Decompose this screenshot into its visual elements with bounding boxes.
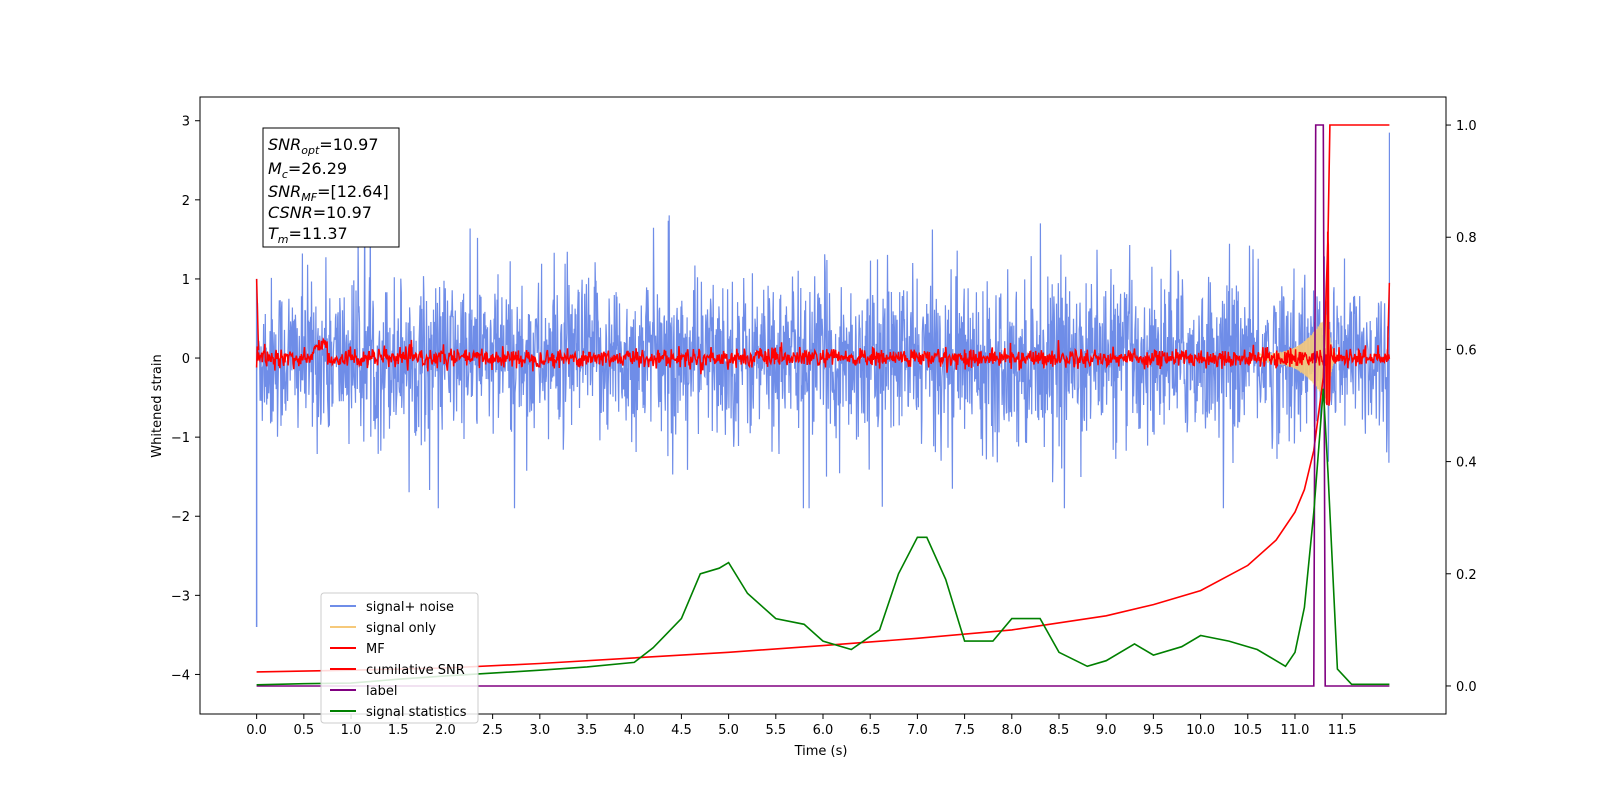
series-signal-statistics <box>256 388 1390 686</box>
x-tick-label: 11.0 <box>1280 723 1309 738</box>
x-tick-label: 1.0 <box>341 723 362 738</box>
annot-csnr: CSNR=10.97 <box>268 203 372 222</box>
legend-label: signal statistics <box>366 705 467 720</box>
x-tick-label: 4.5 <box>671 723 692 738</box>
legend: signal+ noise signal only MF cumilative SNR… <box>320 592 479 724</box>
y-tick-label: −1 <box>171 431 190 446</box>
y-tick-label: −2 <box>171 510 190 525</box>
x-tick-label: 10.0 <box>1186 723 1215 738</box>
y-tick-label: 0 <box>182 352 190 367</box>
x-tick-label: 0.5 <box>293 723 314 738</box>
series-mf <box>255 231 1391 406</box>
annot-mc: Mc=26.29 <box>268 159 347 181</box>
legend-label: MF <box>366 642 385 657</box>
series-cumilative-snr <box>256 124 1390 673</box>
y-tick-label: −3 <box>171 589 190 604</box>
annot-snr-opt: SNRopt=10.97 <box>268 135 379 157</box>
series-label <box>256 124 1390 687</box>
series-mf-edge <box>255 278 260 351</box>
x-tick-label: 2.0 <box>435 723 456 738</box>
y-axis-right: 1.0 0.8 0.6 0.4 0.2 0.0 <box>1446 119 1477 695</box>
x-axis: 0.0 0.5 1.0 1.5 2.0 2.5 3.0 3.5 4.0 4.5 5.0 5.5 6.0 6… <box>246 714 1357 738</box>
x-tick-label: 5.0 <box>718 723 739 738</box>
x-tick-label: 3.0 <box>529 723 550 738</box>
x-tick-label: 1.5 <box>388 723 409 738</box>
x-tick-label: 4.0 <box>624 723 645 738</box>
x-tick-label: 3.5 <box>577 723 598 738</box>
series-mf-end <box>1386 282 1391 359</box>
x-tick-label: 8.5 <box>1049 723 1070 738</box>
y-axis-label: Whitened strain <box>150 354 165 457</box>
y-tick-label: 2 <box>182 194 190 209</box>
x-tick-label: 11.5 <box>1328 723 1357 738</box>
y2-tick-label: 0.8 <box>1456 231 1477 246</box>
y2-tick-label: 0.4 <box>1456 456 1477 471</box>
stats-annotation-box: SNRopt=10.97 Mc=26.29 SNRMF=[12.64] CSNR… <box>262 127 400 248</box>
series-signal-noise <box>256 132 1390 509</box>
legend-label: label <box>366 684 397 699</box>
x-axis-label: Time (s) <box>794 744 848 759</box>
x-tick-label: 2.5 <box>482 723 503 738</box>
plot-series <box>255 124 1391 687</box>
y-tick-label: 3 <box>182 115 190 130</box>
x-tick-label: 7.5 <box>954 723 975 738</box>
annot-tm: Tm=11.37 <box>268 224 348 246</box>
y2-tick-label: 0.2 <box>1456 568 1477 583</box>
x-tick-label: 5.5 <box>765 723 786 738</box>
x-tick-label: 6.5 <box>860 723 881 738</box>
legend-label: signal only <box>366 621 436 636</box>
y-tick-label: −4 <box>171 668 190 683</box>
y2-tick-label: 0.6 <box>1456 343 1477 358</box>
legend-label: cumilative SNR <box>366 663 465 678</box>
x-tick-label: 6.0 <box>813 723 834 738</box>
annot-snr-mf: SNRMF=[12.64] <box>268 182 389 204</box>
x-tick-label: 7.0 <box>907 723 928 738</box>
y2-tick-label: 0.0 <box>1456 680 1477 695</box>
y2-tick-label: 1.0 <box>1456 119 1477 134</box>
x-tick-label: 0.0 <box>246 723 267 738</box>
x-tick-label: 8.0 <box>1001 723 1022 738</box>
y-tick-label: 1 <box>182 273 190 288</box>
legend-label: signal+ noise <box>366 600 454 615</box>
x-tick-label: 10.5 <box>1233 723 1262 738</box>
x-tick-label: 9.0 <box>1096 723 1117 738</box>
x-tick-label: 9.5 <box>1143 723 1164 738</box>
y-axis-left: 3 2 1 0 −1 −2 −3 −4 <box>171 115 200 683</box>
